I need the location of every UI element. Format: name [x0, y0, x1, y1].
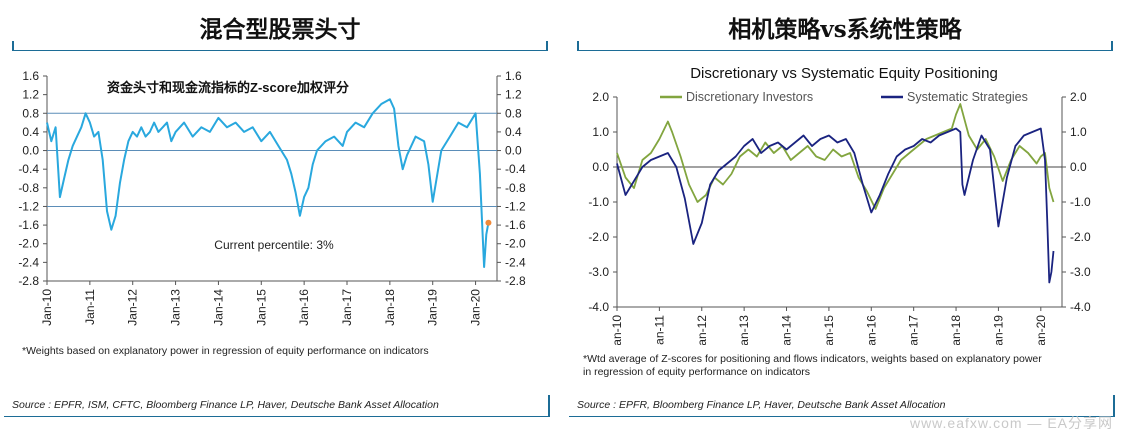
y-tick-label-left: 2.0 [592, 90, 609, 104]
x-tick-label: Jan-13 [737, 315, 751, 345]
y-tick-label-left: -1.6 [18, 218, 39, 232]
y-tick-label-right: 0.0 [505, 144, 522, 158]
right-source: Source : EPFR, Bloomberg Finance LP, Hav… [577, 399, 946, 411]
x-tick-label: Jan-18 [383, 289, 397, 326]
y-tick-label-left: -0.8 [18, 181, 39, 195]
y-tick-label-right: 0.4 [505, 125, 522, 139]
x-tick-label: Jan-13 [169, 289, 183, 326]
y-tick-label-left: 1.6 [22, 69, 39, 83]
title-bracket-right [546, 41, 548, 51]
legend-label-discretionary: Discretionary Investors [686, 90, 813, 104]
x-tick-label: Jan-20 [1034, 315, 1048, 345]
y-tick-label-left: 1.0 [592, 125, 609, 139]
series-line-systematic-strategies [616, 127, 1055, 284]
x-tick-label: Jan-15 [254, 289, 268, 326]
right-footnote-line1: *Wtd average of Z-scores for positioning… [583, 353, 1042, 365]
watermark: www.eafxw.com — EA分享网 [909, 415, 1113, 431]
source-bracket [1113, 395, 1115, 417]
series-line-discretionary-investors [616, 103, 1055, 210]
y-tick-label-right: 1.2 [505, 88, 522, 102]
y-tick-label-left: -2.0 [18, 237, 39, 251]
x-tick-label: Jan-16 [864, 315, 878, 345]
y-tick-label-left: -1.0 [588, 195, 609, 209]
title-bracket-right [1111, 41, 1113, 51]
chart-subtitle: 资金头寸和现金流指标的Z-score加权评分 [107, 80, 349, 95]
left-title-bar: 混合型股票头寸 [12, 4, 548, 51]
left-footnote: *Weights based on explanatory power in r… [22, 345, 429, 357]
left-panel-title: 混合型股票头寸 [199, 16, 361, 43]
x-tick-label: Jan-11 [652, 315, 666, 345]
title-bracket-left [12, 41, 14, 51]
source-bracket [548, 395, 550, 417]
y-tick-label-left: 0.0 [592, 160, 609, 174]
y-tick-label-left: -3.0 [588, 265, 609, 279]
y-tick-label-left: 0.4 [22, 125, 39, 139]
y-tick-label-right: -0.4 [505, 162, 526, 176]
x-tick-label: Jan-12 [695, 315, 709, 345]
y-tick-label-right: -2.4 [505, 255, 526, 269]
y-tick-label-right: -0.8 [505, 181, 526, 195]
right-panel: 相机策略vs系统性策略 2.0 2.0 1.0 1.0 0.0 0.0 -1.0 -1.0 -2… [565, 0, 1121, 437]
y-tick-label-right: 0.0 [1070, 160, 1087, 174]
y-tick-label-right: -4.0 [1070, 300, 1091, 314]
x-tick-label: Jan-12 [126, 289, 140, 326]
y-tick-label-left: -1.2 [18, 199, 39, 213]
x-tick-label: Jan-16 [297, 289, 311, 326]
x-tick-label: Jan-20 [469, 289, 483, 326]
x-tick-label: Jan-17 [907, 315, 921, 345]
right-footnote: *Wtd average of Z-scores for positioning… [583, 353, 1042, 379]
y-tick-label-right: -3.0 [1070, 265, 1091, 279]
x-tick-label: Jan-10 [40, 289, 54, 326]
y-tick-label-right: 1.0 [1070, 125, 1087, 139]
x-tick-label: Jan-19 [426, 289, 440, 326]
x-tick-label: Jan-14 [780, 315, 794, 345]
x-tick-label: Jan-15 [822, 315, 836, 345]
right-title-bar: 相机策略vs系统性策略 [577, 4, 1113, 51]
y-tick-label-right: 2.0 [1070, 90, 1087, 104]
left-panel: 混合型股票头寸 1.6 1.6 1.2 1.2 0.8 0.8 0.4 0.4 0.0 0.0 -0… [0, 0, 556, 437]
y-tick-label-right: -1.2 [505, 199, 526, 213]
x-tick-label: Jan-14 [211, 289, 225, 326]
x-tick-label: Jan-10 [610, 315, 624, 345]
x-tick-label: Jan-11 [83, 289, 97, 325]
x-tick-label: Jan-18 [949, 315, 963, 345]
y-tick-label-left: -0.4 [18, 162, 39, 176]
left-source: Source : EPFR, ISM, CFTC, Bloomberg Fina… [12, 399, 439, 411]
y-tick-label-left: -2.0 [588, 230, 609, 244]
series-line-0 [46, 98, 490, 268]
y-tick-label-right: -1.0 [1070, 195, 1091, 209]
chart-annotation: Current percentile: 3% [214, 238, 334, 252]
title-bracket-left [577, 41, 579, 51]
x-tick-label: Jan-17 [340, 289, 354, 326]
right-panel-title: 相机策略vs系统性策略 [728, 16, 962, 43]
y-tick-label-right: -2.0 [505, 237, 526, 251]
x-tick-label: Jan-19 [991, 315, 1005, 345]
y-tick-label-left: -2.4 [18, 255, 39, 269]
chart-title: Discretionary vs Systematic Equity Posit… [690, 65, 998, 82]
y-tick-label-left: 1.2 [22, 88, 39, 102]
right-source-bar: Source : EPFR, Bloomberg Finance LP, Hav… [569, 392, 1115, 417]
last-point-marker [485, 219, 492, 226]
y-tick-label-left: 0.0 [22, 144, 39, 158]
left-chart: 1.6 1.6 1.2 1.2 0.8 0.8 0.4 0.4 0.0 0.0 -0.4 -0.4 -0… [18, 69, 526, 326]
left-source-bar: Source : EPFR, ISM, CFTC, Bloomberg Fina… [4, 392, 550, 417]
y-tick-label-right: -2.0 [1070, 230, 1091, 244]
y-tick-label-left: -4.0 [588, 300, 609, 314]
right-footnote-line2: in regression of equity performance on i… [583, 366, 811, 378]
y-tick-label-right: 1.6 [505, 69, 522, 83]
y-tick-label-left: -2.8 [18, 274, 39, 288]
y-tick-label-right: -1.6 [505, 218, 526, 232]
y-tick-label-left: 0.8 [22, 106, 39, 120]
y-tick-label-right: -2.8 [505, 274, 526, 288]
y-tick-label-right: 0.8 [505, 106, 522, 120]
right-chart: 2.0 2.0 1.0 1.0 0.0 0.0 -1.0 -1.0 -2.0 -2.0 -3.0 -3… [588, 65, 1091, 345]
legend-label-systematic: Systematic Strategies [907, 90, 1028, 104]
